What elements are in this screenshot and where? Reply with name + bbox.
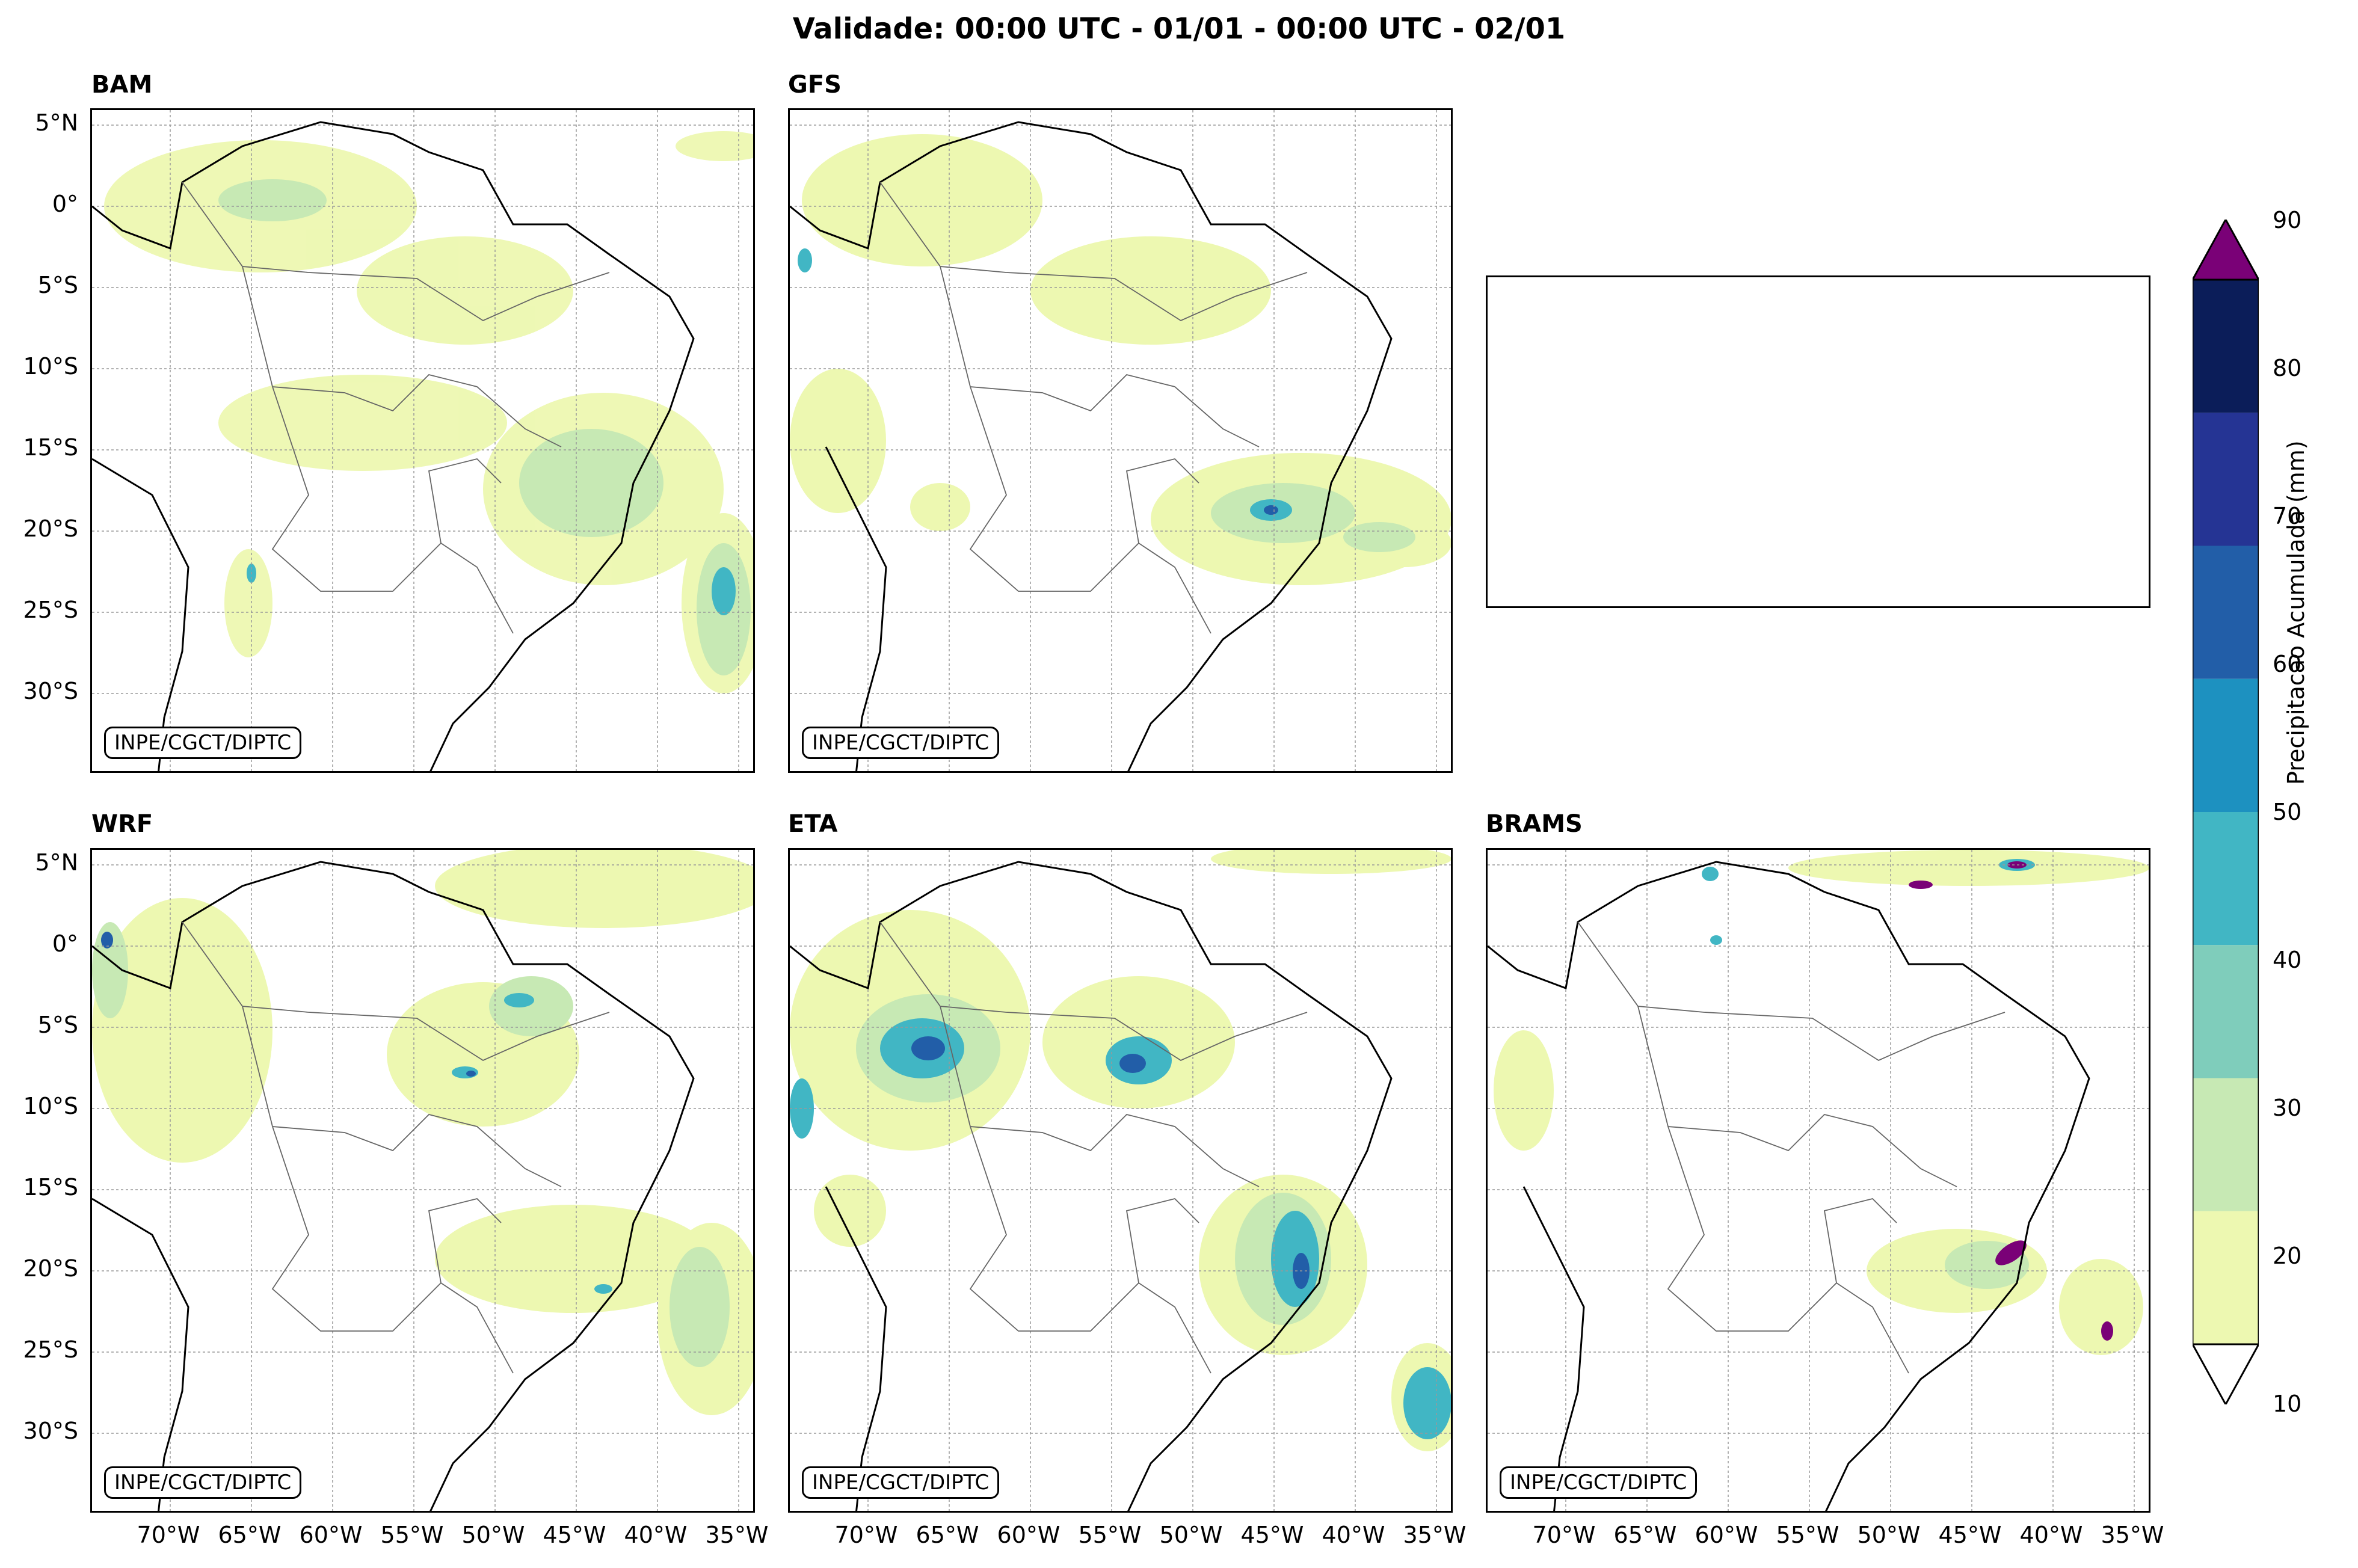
lat-label: 5°S (37, 1012, 78, 1038)
colorbar-bins (2193, 280, 2259, 1344)
lon-label: 40°W (624, 1522, 688, 1548)
panel-title-bam: BAM (91, 71, 153, 99)
credit-label: INPE/CGCT/DIPTC (104, 1466, 302, 1499)
credit-label: INPE/CGCT/DIPTC (1500, 1466, 1698, 1499)
colorbar-bin (2193, 812, 2259, 945)
lon-label: 50°W (461, 1522, 525, 1548)
lon-label: 35°W (2101, 1522, 2164, 1548)
lon-label: 40°W (2019, 1522, 2083, 1548)
colorbar-bin (2193, 1078, 2259, 1211)
map-panel-gfs: INPE/CGCT/DIPTC (788, 108, 1453, 773)
panel-title-eta: ETA (788, 810, 838, 838)
lon-label: 45°W (1938, 1522, 2002, 1548)
lon-label: 40°W (1322, 1522, 1385, 1548)
map-canvas (790, 110, 1451, 771)
colorbar-extend-max (2193, 220, 2259, 281)
lat-label: 5°N (35, 849, 78, 876)
colorbar-tick: 50 (2273, 799, 2302, 825)
lat-label: 15°S (23, 434, 78, 461)
lat-label: 30°S (23, 678, 78, 704)
panel-title-brams: BRAMS (1486, 810, 1583, 838)
colorbar-tick: 30 (2273, 1095, 2302, 1121)
lat-label: 30°S (23, 1418, 78, 1444)
colorbar-bin (2193, 546, 2259, 679)
colorbar (2193, 220, 2259, 1404)
lon-label: 45°W (543, 1522, 606, 1548)
colorbar-bin (2193, 1211, 2259, 1344)
lon-label: 35°W (705, 1522, 769, 1548)
panel-title-gfs: GFS (788, 71, 842, 99)
lon-label: 65°W (1613, 1522, 1677, 1548)
colorbar-extend-min (2193, 1343, 2259, 1404)
colorbar-tick: 10 (2273, 1391, 2302, 1417)
map-panel-eta: INPE/CGCT/DIPTC (788, 848, 1453, 1513)
lon-label: 55°W (1078, 1522, 1142, 1548)
lon-label: 60°W (997, 1522, 1060, 1548)
empty-panel-box (1486, 275, 2150, 608)
colorbar-tick: 20 (2273, 1243, 2302, 1269)
map-canvas (92, 110, 753, 771)
colorbar-bin (2193, 945, 2259, 1078)
colorbar-tick: 70 (2273, 503, 2302, 529)
lon-label: 60°W (299, 1522, 363, 1548)
lon-label: 50°W (1857, 1522, 1921, 1548)
colorbar-bin (2193, 413, 2259, 546)
lat-label: 0° (52, 930, 78, 957)
panel-title-wrf: WRF (91, 810, 153, 838)
lon-label: 55°W (1776, 1522, 1839, 1548)
figure-title: Validade: 00:00 UTC - 01/01 - 00:00 UTC … (792, 12, 1566, 46)
credit-label: INPE/CGCT/DIPTC (104, 727, 302, 759)
lon-label: 50°W (1159, 1522, 1223, 1548)
lat-label: 15°S (23, 1174, 78, 1201)
map-panel-brams: INPE/CGCT/DIPTC (1486, 848, 2150, 1513)
lon-label: 60°W (1695, 1522, 1758, 1548)
map-panel-bam: INPE/CGCT/DIPTC (90, 108, 755, 773)
lon-label: 35°W (1403, 1522, 1467, 1548)
lon-label: 70°W (1532, 1522, 1596, 1548)
colorbar-tick: 40 (2273, 947, 2302, 973)
map-canvas (92, 850, 753, 1511)
lat-label: 10°S (23, 1093, 78, 1119)
colorbar-tick: 80 (2273, 355, 2302, 381)
lon-label: 70°W (834, 1522, 898, 1548)
lat-label: 25°S (23, 1336, 78, 1363)
colorbar-label: Precipitacao Acumulada (mm) (2283, 440, 2309, 785)
colorbar-bin (2193, 678, 2259, 812)
colorbar-tick: 60 (2273, 651, 2302, 677)
lat-label: 5°N (35, 109, 78, 136)
credit-label: INPE/CGCT/DIPTC (802, 1466, 1000, 1499)
lon-label: 65°W (916, 1522, 979, 1548)
lon-label: 65°W (218, 1522, 282, 1548)
credit-label: INPE/CGCT/DIPTC (802, 727, 1000, 759)
lat-label: 10°S (23, 353, 78, 380)
colorbar-frame (2193, 278, 2259, 1345)
colorbar-bin (2193, 280, 2259, 413)
map-panel-wrf: INPE/CGCT/DIPTC (90, 848, 755, 1513)
lat-label: 25°S (23, 597, 78, 623)
map-canvas (790, 850, 1451, 1511)
lat-label: 5°S (37, 272, 78, 298)
lat-label: 20°S (23, 1255, 78, 1282)
map-canvas (1488, 850, 2149, 1511)
lon-label: 45°W (1240, 1522, 1304, 1548)
lon-label: 70°W (137, 1522, 200, 1548)
lat-label: 20°S (23, 515, 78, 542)
lat-label: 0° (52, 191, 78, 217)
colorbar-tick: 90 (2273, 207, 2302, 233)
lon-label: 55°W (380, 1522, 444, 1548)
